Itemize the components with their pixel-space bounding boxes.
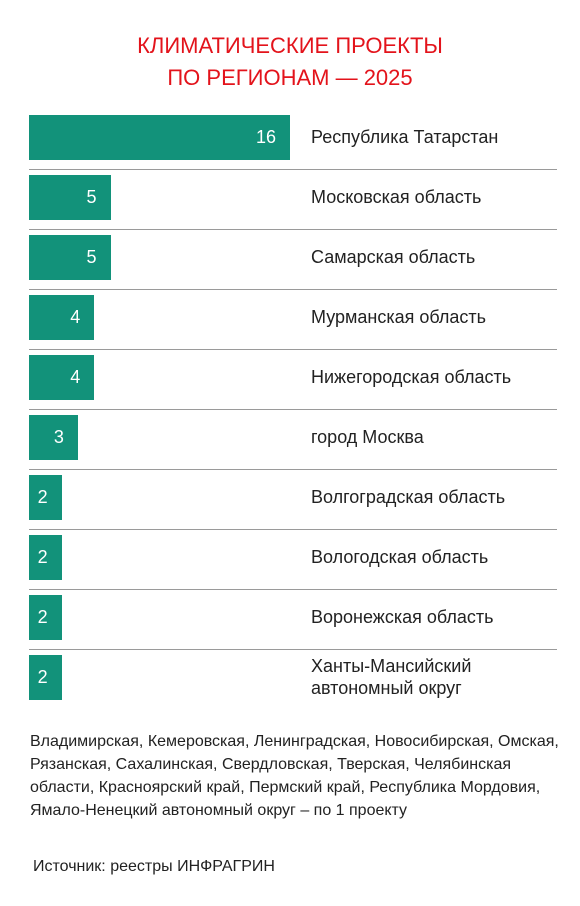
- row-separator: [29, 289, 557, 290]
- row-separator: [29, 649, 557, 650]
- row-separator: [29, 229, 557, 230]
- chart-title: ПО РЕГИОНАМ — 2025: [167, 65, 413, 90]
- bar: [29, 415, 78, 460]
- bar: [29, 655, 62, 700]
- value-label: 5: [86, 247, 97, 267]
- row-separator: [29, 169, 557, 170]
- chart-title: КЛИМАТИЧЕСКИЕ ПРОЕКТЫ: [137, 33, 443, 58]
- bar: [29, 595, 62, 640]
- source: Источник: реестры ИНФРАГРИН: [33, 858, 275, 875]
- category-label: город Москва: [311, 427, 424, 447]
- bar: [29, 355, 95, 400]
- category-label: Волгоградская область: [311, 487, 506, 507]
- value-label: 16: [255, 127, 276, 147]
- bar: [29, 175, 111, 220]
- category-label: Ханты-Мансийский автономный округ: [311, 656, 472, 698]
- value-label: 3: [53, 427, 64, 447]
- footnote: Владимирская, Кемеровская, Ленинградская…: [30, 733, 559, 819]
- value-label: 4: [70, 367, 81, 387]
- row-separator: [29, 529, 557, 530]
- category-label: Самарская область: [311, 247, 476, 267]
- bar: [29, 235, 111, 280]
- value-label: 4: [70, 307, 81, 327]
- value-label: 5: [86, 187, 97, 207]
- value-label: 2: [37, 667, 48, 687]
- row-separator: [29, 589, 557, 590]
- row-separator: [29, 409, 557, 410]
- bar: [29, 475, 62, 520]
- value-label: 2: [37, 607, 48, 627]
- row-separator: [29, 469, 557, 470]
- category-label: Мурманская область: [311, 307, 487, 327]
- row-separator: [29, 349, 557, 350]
- bar: [29, 535, 62, 580]
- value-label: 2: [37, 487, 48, 507]
- category-label: Республика Татарстан: [311, 127, 499, 147]
- value-label: 2: [37, 547, 48, 567]
- category-label: Воронежская область: [311, 607, 494, 627]
- category-label: Вологодская область: [311, 547, 489, 567]
- bar: [29, 115, 290, 160]
- category-label: Нижегородская область: [311, 367, 512, 387]
- bar: [29, 295, 95, 340]
- category-label: Московская область: [311, 187, 482, 207]
